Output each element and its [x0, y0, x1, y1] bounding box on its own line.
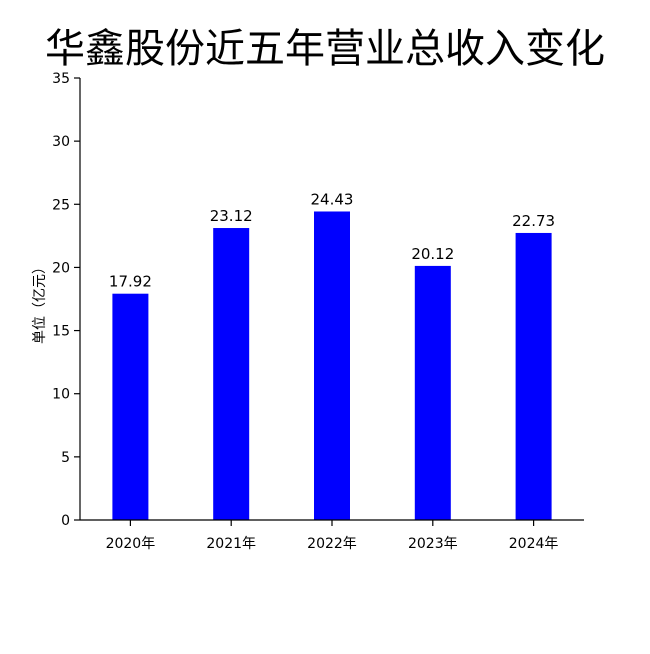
x-tick-label: 2023年: [408, 536, 458, 552]
value-label: 22.73: [512, 212, 555, 230]
y-tick-label: 35: [52, 71, 70, 87]
y-tick-label: 0: [61, 513, 70, 529]
bar-2022年: [314, 211, 350, 520]
value-label: 24.43: [311, 190, 354, 208]
y-axis-ticks: 0 5 10 15 20 25 30 35: [52, 71, 80, 529]
bar-2021年: [213, 228, 250, 520]
x-tick-label: 2020年: [106, 536, 156, 552]
bars: [112, 211, 552, 520]
x-axis-ticks: 2020年 2021年 2022年 2023年 2024年: [106, 520, 559, 552]
y-tick-label: 15: [52, 324, 70, 340]
bar-2024年: [515, 232, 552, 520]
bar-2023年: [414, 265, 451, 520]
y-axis-label: 单位（亿元）: [32, 260, 48, 344]
y-tick-label: 20: [52, 260, 70, 276]
x-tick-label: 2022年: [307, 536, 357, 552]
x-tick-label: 2024年: [509, 536, 559, 552]
y-tick-label: 10: [52, 387, 70, 403]
value-label: 17.92: [109, 273, 152, 291]
y-tick-label: 25: [52, 197, 70, 213]
y-tick-label: 30: [52, 134, 70, 150]
bar-2020年: [112, 293, 149, 520]
x-tick-label: 2021年: [206, 536, 256, 552]
y-tick-label: 5: [61, 450, 70, 466]
value-label: 23.12: [210, 207, 253, 225]
chart-title: 华鑫股份近五年营业总收入变化: [45, 26, 605, 72]
value-labels: 17.92 23.12 24.43 20.12 22.73: [109, 190, 555, 290]
value-label: 20.12: [411, 245, 454, 263]
